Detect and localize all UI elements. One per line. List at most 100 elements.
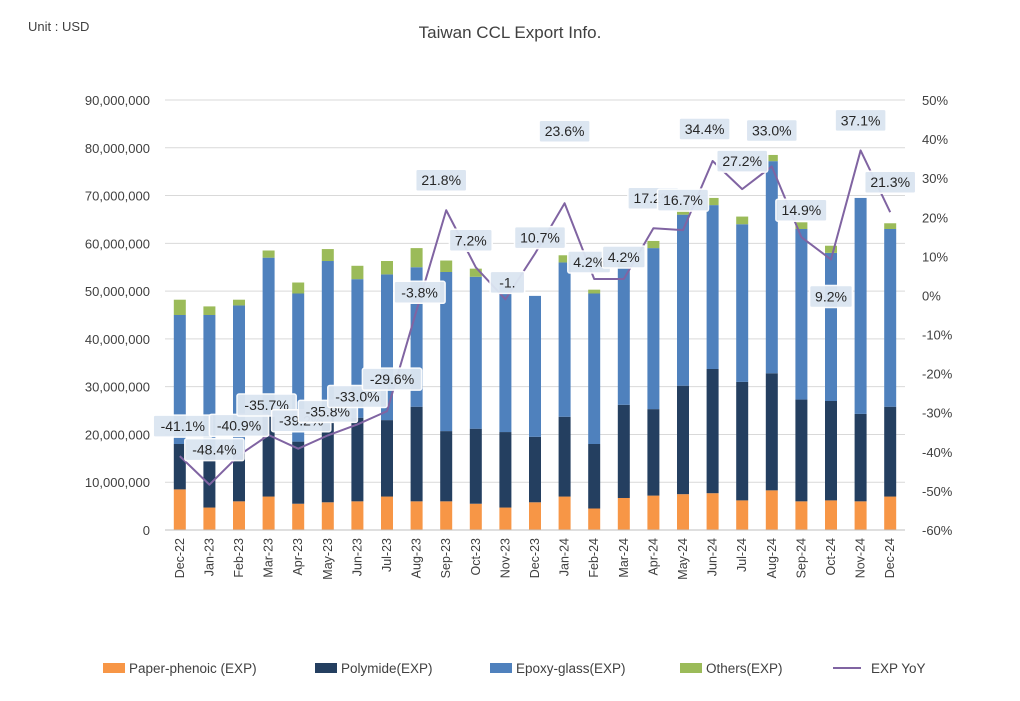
- bar-others: [410, 248, 423, 268]
- bar-polymide: [292, 441, 305, 504]
- bar-epoxy-glass: [825, 252, 837, 401]
- bar-polymide: [854, 413, 867, 502]
- x-tick-label: Nov-24: [854, 538, 868, 578]
- bar-epoxy-glass: [617, 267, 630, 405]
- data-label-text: -33.0%: [335, 388, 379, 404]
- bar-others: [262, 250, 275, 258]
- bar-polymide: [173, 444, 186, 490]
- legend-swatch: [103, 663, 125, 673]
- data-label-text: 27.2%: [722, 153, 762, 169]
- right-tick-label: -30%: [922, 406, 953, 421]
- bar-others: [203, 306, 216, 315]
- bar-epoxy-glass: [529, 295, 541, 437]
- bar-paper-phenoic: [558, 496, 571, 530]
- bar-paper-phenoic: [677, 494, 689, 530]
- data-label-text: 4.2%: [573, 254, 605, 270]
- yoy-data-label: 23.6%: [538, 119, 591, 143]
- bar-paper-phenoic: [529, 502, 541, 530]
- bar-others: [233, 299, 245, 306]
- yoy-data-label: 16.7%: [656, 188, 710, 212]
- bar-polymide: [233, 453, 245, 502]
- data-label-box: [489, 270, 526, 295]
- bar-polymide: [588, 444, 601, 509]
- legend-label: Paper-phenoic (EXP): [129, 661, 257, 676]
- x-tick-label: Nov-23: [498, 538, 512, 578]
- bar-epoxy-glass: [499, 286, 512, 433]
- right-tick-label: -60%: [922, 523, 953, 538]
- data-label-box: [184, 437, 245, 462]
- bar-paper-phenoic: [173, 489, 186, 530]
- legend-item: Polymide(EXP): [315, 661, 433, 676]
- legend-swatch: [490, 663, 512, 673]
- bar-others: [588, 289, 601, 294]
- bar-paper-phenoic: [292, 503, 305, 530]
- bar-others: [884, 223, 897, 229]
- data-label-text: 34.4%: [685, 121, 725, 137]
- bar-others: [825, 245, 837, 253]
- x-tick-label: Apr-24: [646, 538, 660, 576]
- data-label-text: 14.9%: [782, 202, 822, 218]
- data-label-text: 37.1%: [841, 112, 881, 128]
- yoy-data-label: -29.6%: [361, 367, 423, 391]
- unit-label: Unit : USD: [28, 19, 89, 34]
- right-tick-label: -50%: [922, 484, 953, 499]
- legend-label: Polymide(EXP): [341, 661, 433, 676]
- x-tick-label: Jan-24: [558, 538, 572, 576]
- bar-others: [173, 299, 186, 315]
- legend-swatch: [680, 663, 702, 673]
- left-tick-label: 0: [143, 523, 150, 538]
- bar-others: [558, 255, 571, 263]
- x-tick-label: Oct-24: [824, 538, 838, 576]
- data-label-box: [393, 280, 446, 305]
- data-label-box: [361, 367, 423, 391]
- data-label-box: [656, 188, 710, 212]
- data-label-box: [715, 149, 769, 173]
- left-tick-label: 60,000,000: [85, 236, 150, 251]
- legend-label: EXP YoY: [871, 661, 926, 676]
- yoy-data-label: 4.2%: [601, 245, 646, 269]
- bar-paper-phenoic: [440, 501, 453, 530]
- yoy-data-label: -40.9%: [208, 413, 270, 438]
- left-tick-label: 20,000,000: [85, 427, 150, 442]
- left-tick-label: 80,000,000: [85, 141, 150, 156]
- right-tick-label: 50%: [922, 93, 948, 108]
- legend-label: Epoxy-glass(EXP): [516, 661, 626, 676]
- bar-paper-phenoic: [499, 507, 512, 530]
- right-tick-label: 0%: [922, 288, 941, 303]
- x-tick-label: Apr-23: [291, 538, 305, 576]
- data-label-box: [414, 168, 468, 192]
- bar-others: [292, 282, 305, 294]
- data-label-box: [808, 284, 854, 309]
- bar-polymide: [736, 381, 749, 501]
- data-label-box: [538, 119, 591, 143]
- left-axis: 0 10,000,000 20,000,000 30,000,000 40,000,00…: [85, 93, 150, 538]
- bar-paper-phenoic: [825, 500, 837, 530]
- bar-polymide: [558, 416, 571, 497]
- yoy-line-series: [179, 149, 892, 486]
- yoy-data-label: 21.8%: [414, 168, 468, 192]
- bar-epoxy-glass: [647, 248, 660, 410]
- bar-paper-phenoic: [588, 508, 601, 530]
- yoy-data-label: -41.1%: [152, 414, 214, 438]
- bar-polymide: [706, 368, 719, 494]
- data-label-text: -40.9%: [217, 417, 261, 433]
- x-tick-label: Mar-23: [262, 538, 276, 578]
- x-tick-label: Aug-23: [410, 538, 424, 578]
- x-tick-label: Feb-24: [587, 538, 601, 578]
- yoy-data-label: 10.7%: [513, 225, 567, 250]
- data-label-text: 7.2%: [455, 232, 487, 248]
- bar-polymide: [825, 401, 837, 501]
- x-tick-label: Sep-24: [794, 538, 808, 578]
- legend: Paper-phenoic (EXP) Polymide(EXP) Epoxy-gl…: [103, 661, 926, 676]
- data-label-text: -3.8%: [401, 284, 438, 300]
- data-label-text: 21.3%: [870, 174, 910, 190]
- bar-paper-phenoic: [854, 501, 867, 530]
- bar-paper-phenoic: [736, 500, 749, 530]
- bar-epoxy-glass: [677, 214, 689, 386]
- x-tick-label: Jan-23: [202, 538, 216, 576]
- bar-polymide: [677, 385, 689, 495]
- legend-item: Epoxy-glass(EXP): [490, 661, 626, 676]
- yoy-line: [179, 149, 892, 486]
- x-tick-label: May-24: [676, 538, 690, 580]
- x-tick-label: Jun-24: [706, 538, 720, 576]
